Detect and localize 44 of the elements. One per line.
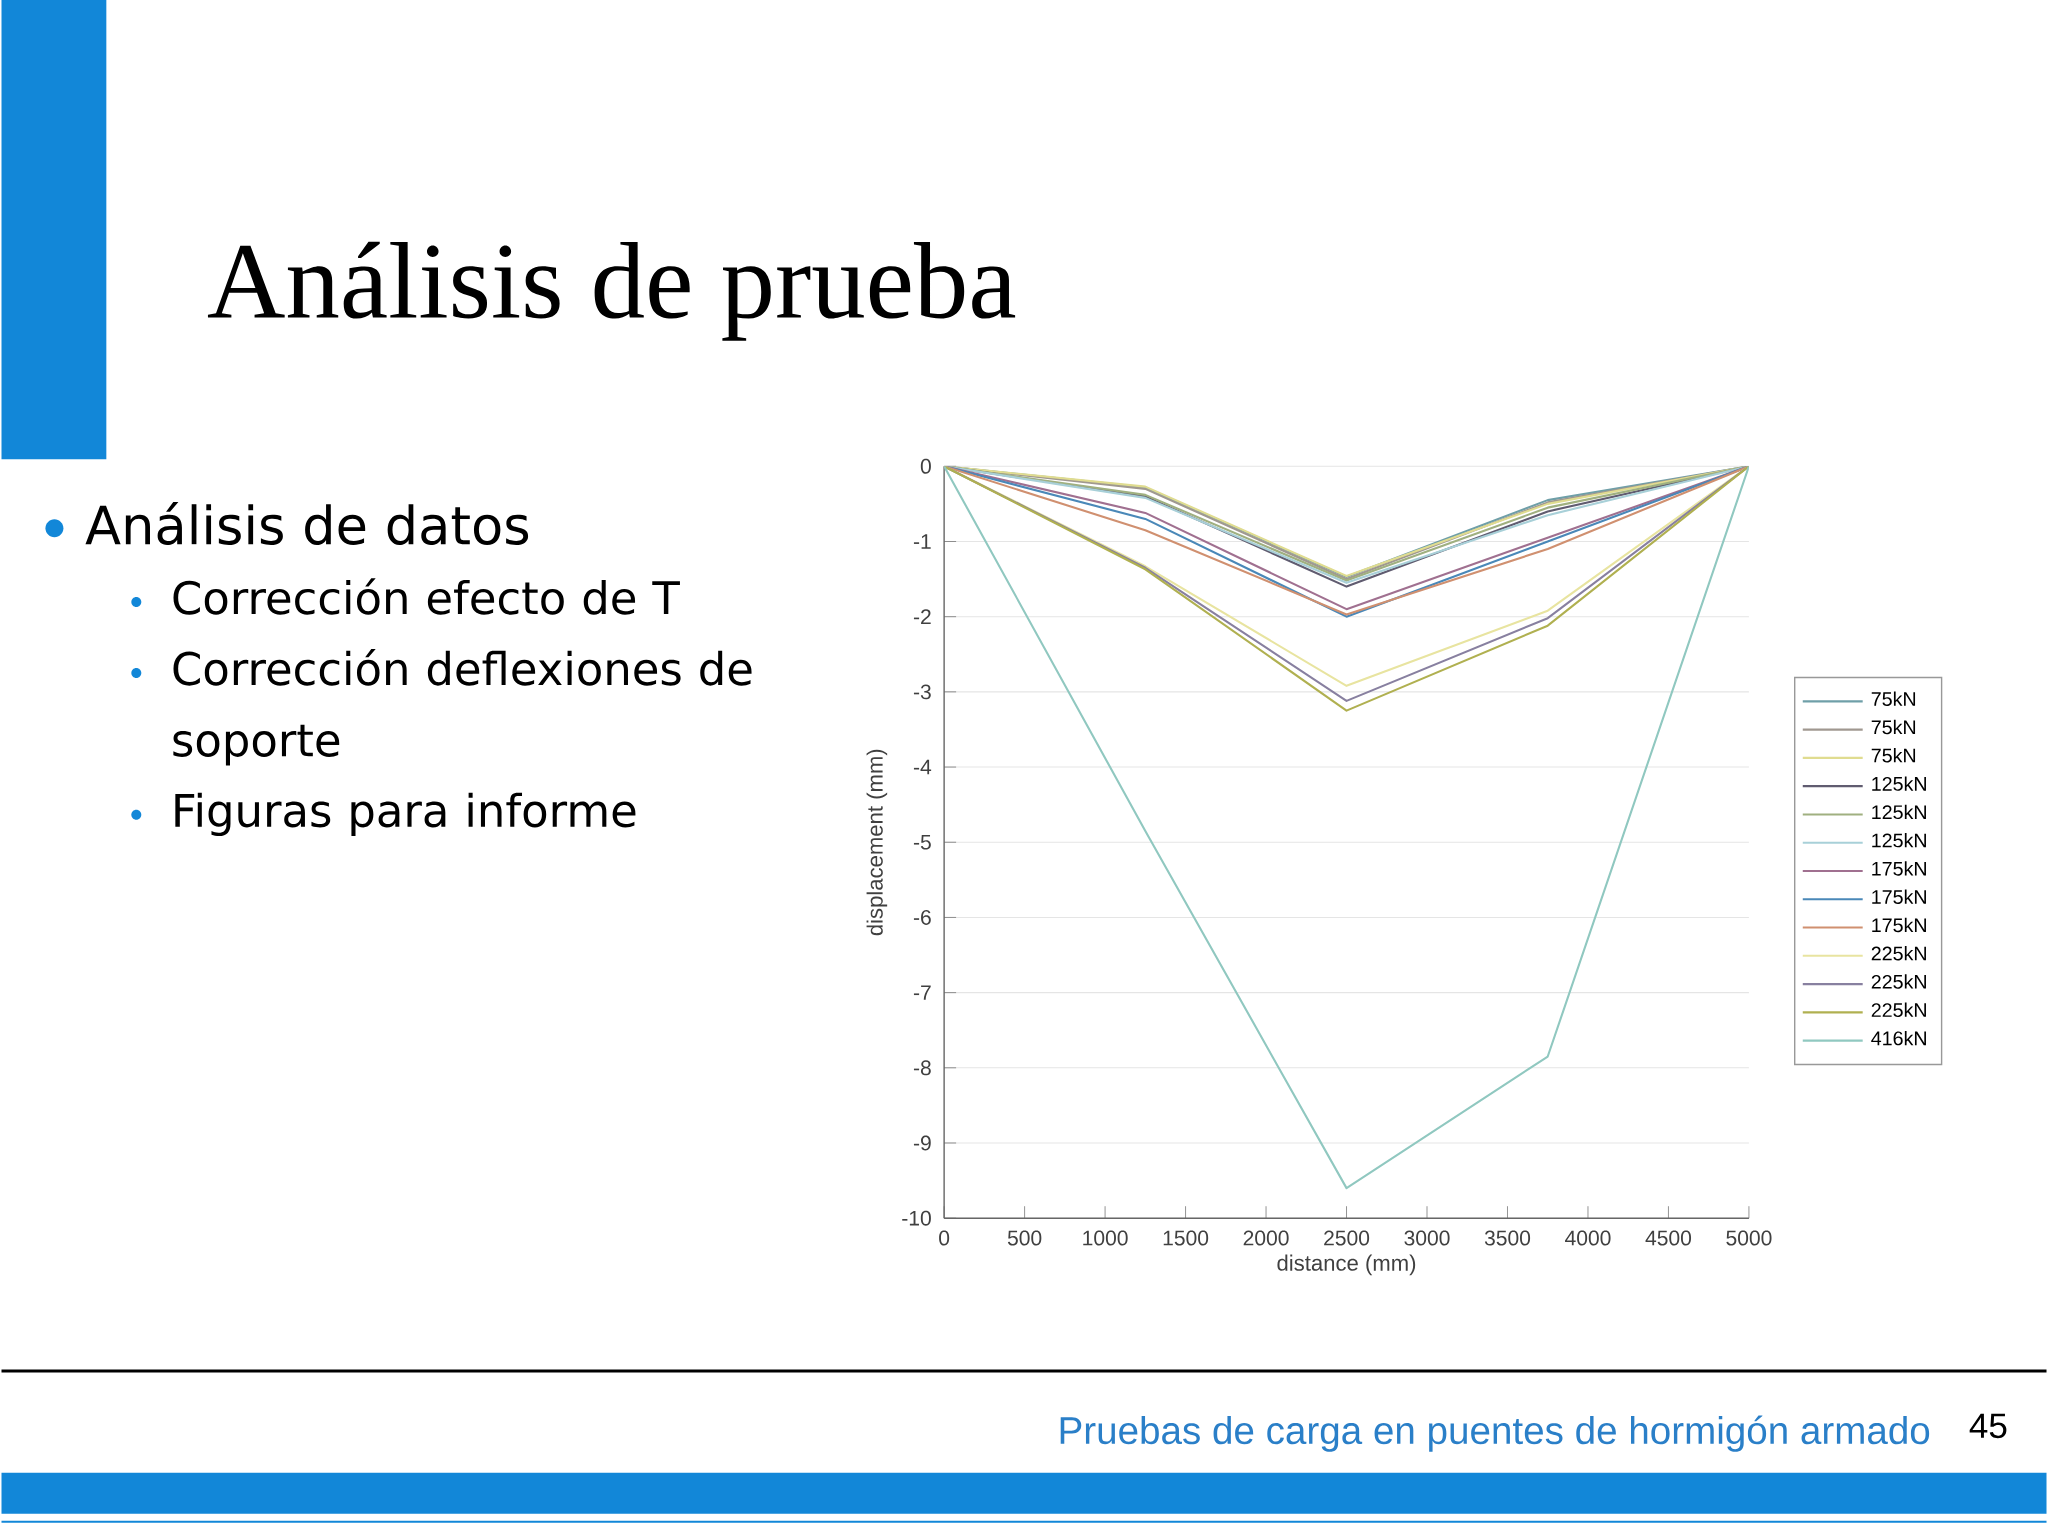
x-tick-label: 1500 <box>1163 1230 1209 1246</box>
legend-label: 175kN <box>1872 861 1926 876</box>
legend-label: 175kN <box>1872 889 1926 905</box>
text: 45 <box>1969 1413 2007 1439</box>
x-tick-label: 5000 <box>1726 1230 1772 1246</box>
y-tick-label: -8 <box>913 1060 931 1076</box>
legend-label: 175kN <box>1872 917 1926 933</box>
legend-label: 125kN <box>1872 804 1926 820</box>
legend-label: 75kN <box>1871 719 1916 735</box>
text: Pruebas de carga en puentes de hormigón armado <box>1060 1415 1930 1452</box>
x-tick-label: 3500 <box>1484 1230 1531 1246</box>
x-axis-title: distance (mm) <box>1277 1254 1416 1276</box>
legend-label: 225kN <box>1871 974 1926 989</box>
text: Figuras para informe <box>175 792 636 837</box>
y-tick-label: -7 <box>913 985 931 1000</box>
legend-label: 125kN <box>1872 776 1926 791</box>
legend-label: 416kN <box>1871 1031 1926 1046</box>
y-tick-label: -3 <box>913 684 931 700</box>
x-tick-label: 0 <box>939 1230 950 1246</box>
y-tick-label: -10 <box>902 1210 931 1226</box>
y-tick-label: -2 <box>913 609 931 625</box>
y-tick-label: -6 <box>913 910 931 926</box>
text: Corrección efecto de T <box>173 578 680 615</box>
y-axis-title: displacement (mm) <box>866 749 888 936</box>
text: Análisis de datos <box>85 502 529 546</box>
legend-label: 75kN <box>1871 748 1916 763</box>
x-tick-label: 2500 <box>1324 1230 1370 1246</box>
x-tick-label: 1000 <box>1083 1230 1128 1246</box>
y-tick-label: -9 <box>913 1135 931 1151</box>
x-tick-label: 4500 <box>1645 1230 1692 1246</box>
chart-title: Análisis de prueba <box>207 241 1016 341</box>
y-tick-label: -1 <box>913 534 931 549</box>
y-tick-label: 0 <box>920 458 931 474</box>
legend-label: 225kN <box>1871 946 1926 961</box>
legend-label: 125kN <box>1872 833 1926 848</box>
y-tick-label: -5 <box>913 835 931 850</box>
legend-label: 75kN <box>1871 691 1916 707</box>
x-tick-label: 2000 <box>1243 1230 1289 1246</box>
legend-label: 225kN <box>1871 1002 1926 1018</box>
text: Corrección deflexiones de soporte <box>173 649 752 766</box>
x-tick-label: 4000 <box>1565 1230 1611 1246</box>
x-tick-label: 3000 <box>1404 1230 1450 1246</box>
x-tick-label: 500 <box>1007 1230 1042 1246</box>
y-tick-label: -4 <box>913 759 932 775</box>
